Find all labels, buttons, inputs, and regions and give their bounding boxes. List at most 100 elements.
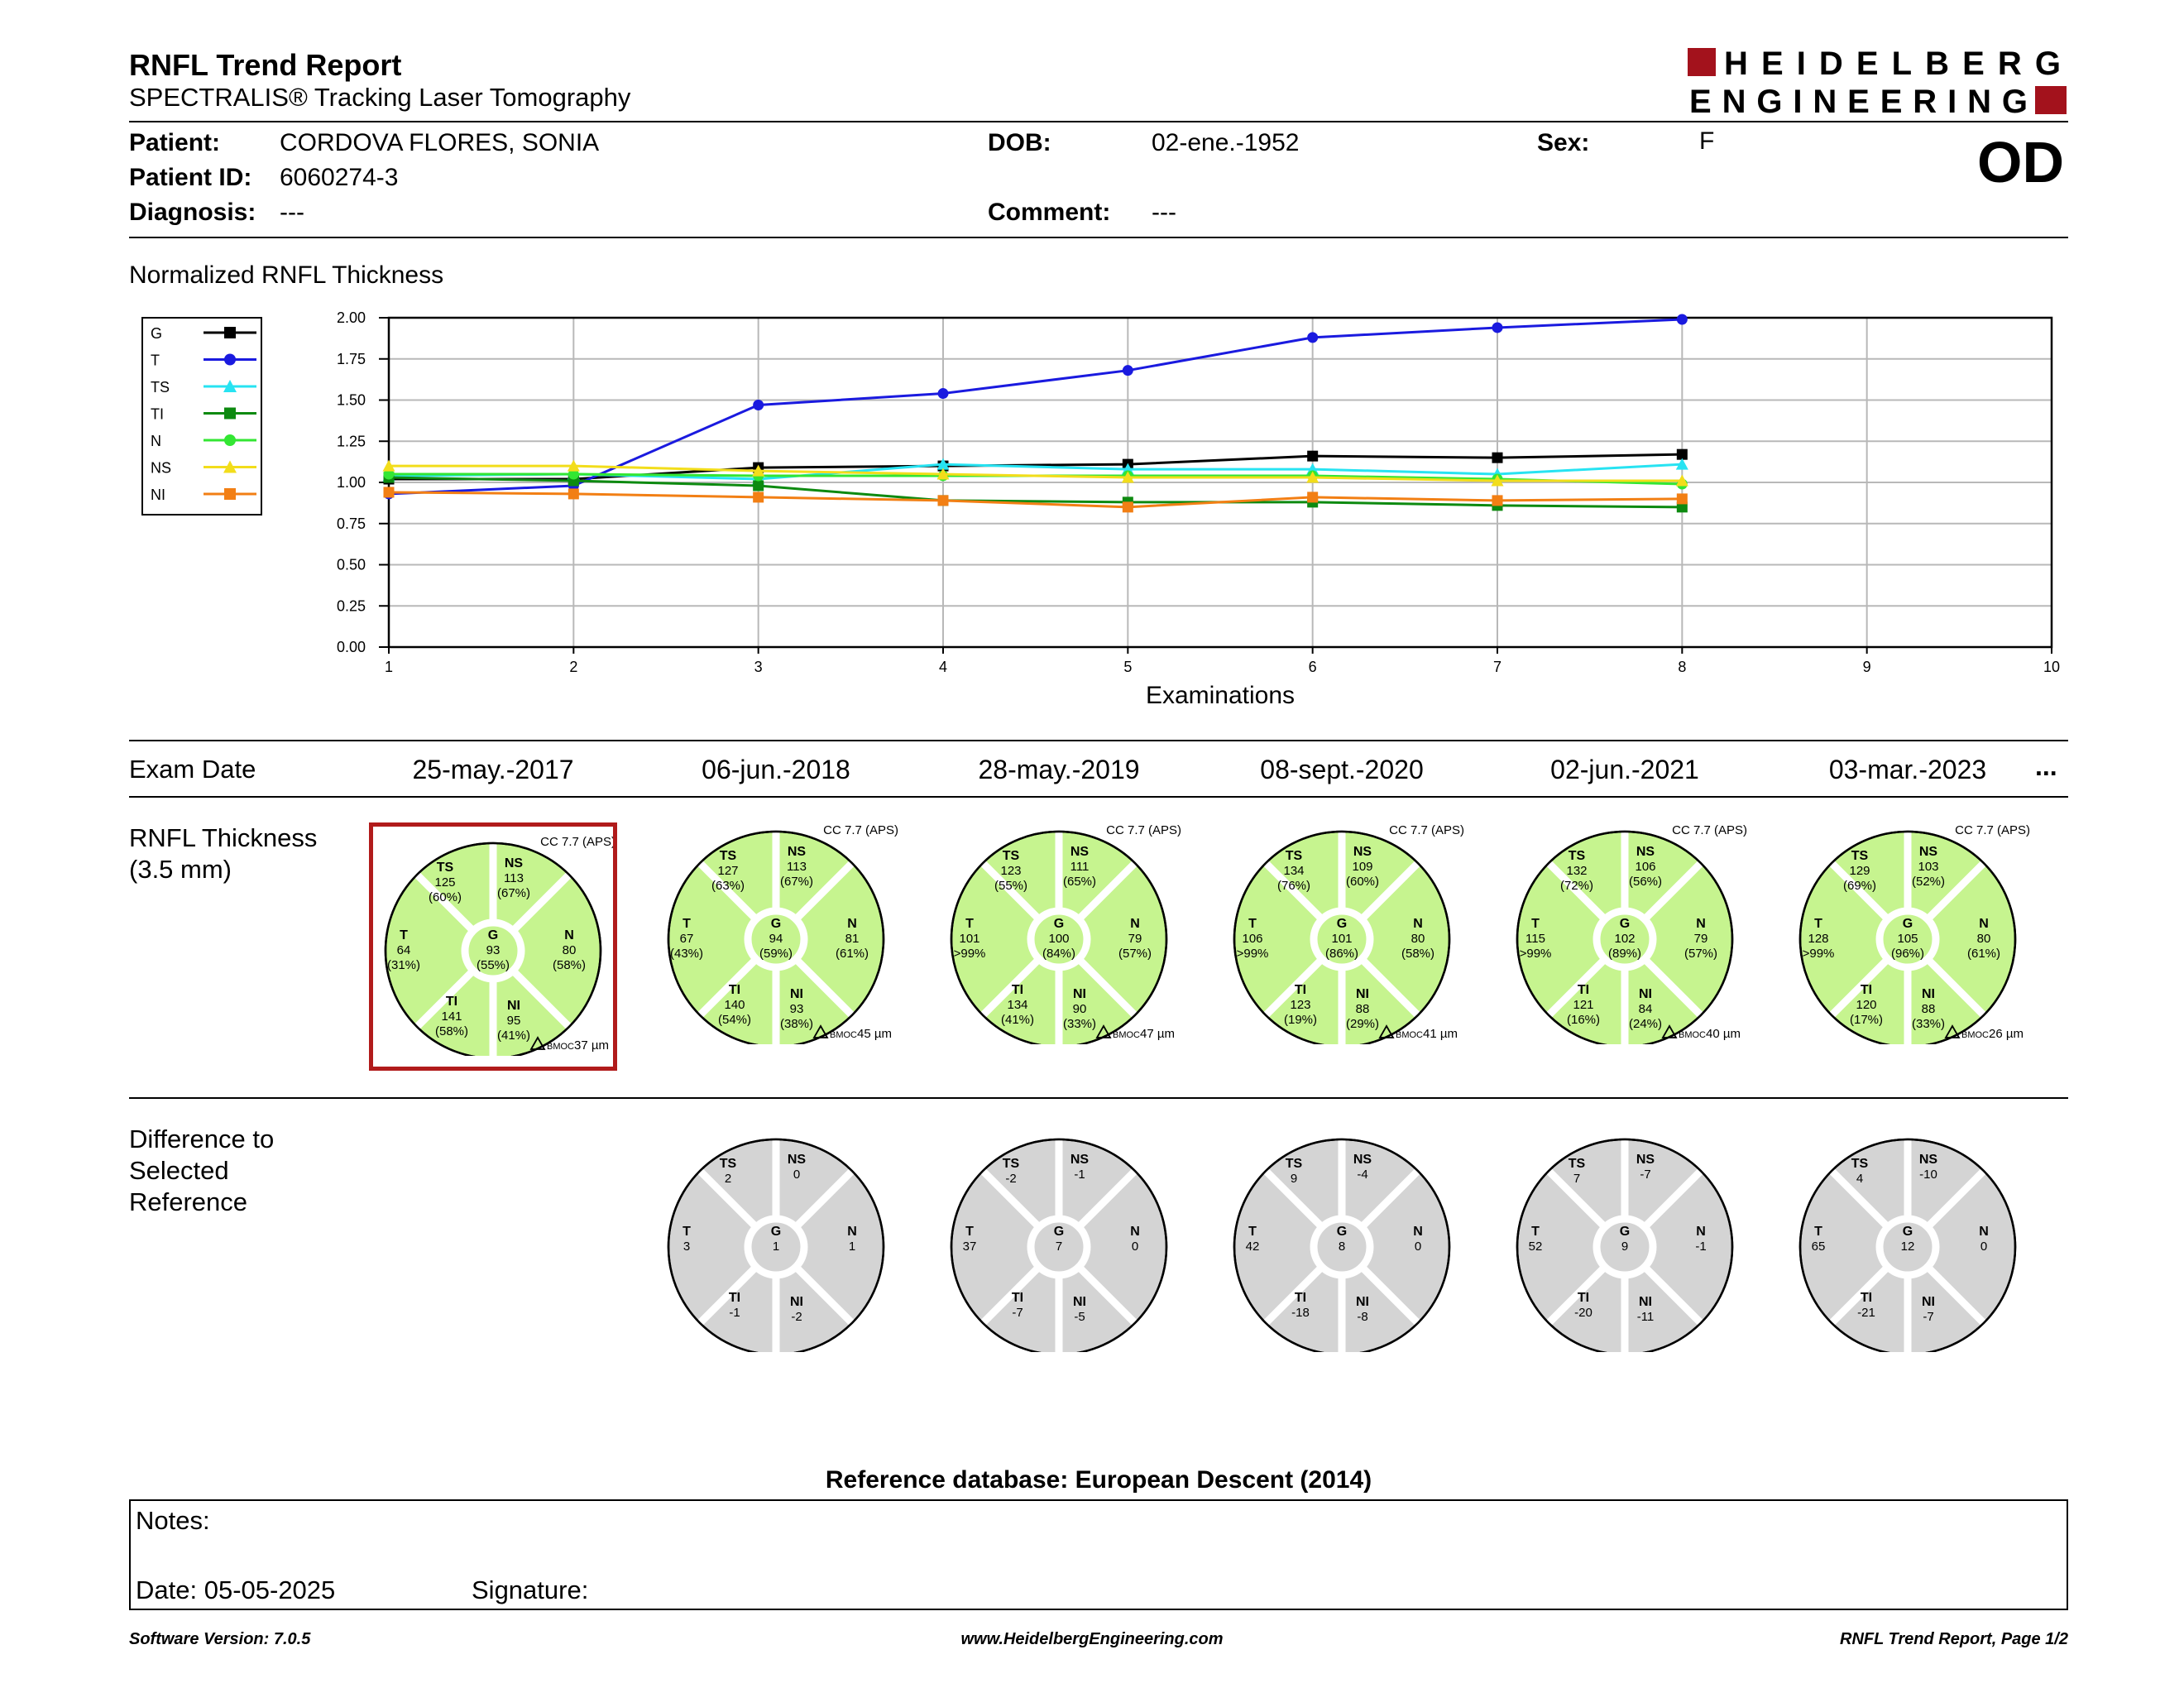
bmoc-value: 47 µm (1140, 1027, 1175, 1041)
sector-value: (58%) (435, 1024, 468, 1038)
sector-value: (19%) (1284, 1013, 1317, 1027)
sector-ni: NI-2 (790, 1295, 803, 1324)
x-tick-label: 5 (1123, 659, 1132, 675)
difference-map-exam-5[interactable]: TS 7 NS -7 T 52 G 9 N -1 TI -20 NI -11 (1501, 1129, 1749, 1356)
sector-label: G (1903, 917, 1913, 931)
notes-box[interactable] (129, 1499, 2068, 1610)
sector-ni: NI-7 (1922, 1295, 1935, 1324)
sector-value: (55%) (477, 958, 510, 972)
thickness-map-exam-3[interactable]: TS 123 (55%) NS 111 (65%) T 101 >99% G 100 (84%) N 79… (935, 821, 1183, 1048)
selected-reference-frame (369, 822, 617, 1071)
sector-label: G (1337, 917, 1347, 931)
x-tick-label: 8 (1678, 659, 1686, 675)
sector-value: 81 (845, 932, 860, 946)
sector-value: -18 (1291, 1306, 1310, 1320)
sector-ni: NI-8 (1356, 1295, 1369, 1324)
thickness-map-exam-1[interactable]: TS 125 (60%) NS 113 (67%) T 64 (31%) G 93 (55%) N 80(… (369, 832, 617, 1060)
sector-label: TS (1286, 849, 1303, 863)
sector-value: 3 (683, 1240, 690, 1254)
sector-divider (1262, 1168, 1325, 1230)
difference-label: Difference to Selected Reference (129, 1124, 377, 1218)
y-tick-label: 0.25 (337, 597, 366, 614)
more-exams-indicator[interactable]: ... (2035, 751, 2057, 781)
sector-n: N80(61%) (1967, 917, 2000, 961)
sector-ni: NI-5 (1073, 1295, 1086, 1324)
x-tick-label: 4 (939, 659, 947, 675)
sector-label: TS (1569, 1157, 1586, 1171)
reference-database: Reference database: European Descent (20… (825, 1466, 1372, 1494)
difference-map-exam-4[interactable]: TS 9 NS -4 T 42 G 8 N 0 TI -18 NI -8 (1218, 1129, 1466, 1356)
y-tick-label: 1.25 (337, 433, 366, 449)
sector-value: 113 (504, 871, 524, 885)
data-point (383, 468, 395, 480)
sector-value: 52 (1529, 1240, 1543, 1254)
sector-value: (60%) (429, 890, 462, 904)
bmoc-indicator: BMOC 47 µm (1095, 1024, 1175, 1041)
difference-map-exam-6[interactable]: TS 4 NS -10 T 65 G 12 N 0 TI -21 NI -7 (1784, 1129, 2032, 1356)
sector-value: (63%) (711, 879, 745, 893)
sector-value: (72%) (1560, 879, 1593, 893)
heidelberg-logo: HEIDELBERG ENGINEERING (1688, 46, 2067, 117)
sector-label: NS (1353, 1153, 1372, 1167)
sector-label: G (1054, 1225, 1064, 1239)
sector-value: -5 (1074, 1310, 1085, 1324)
bmoc-indicator: BMOC 41 µm (1378, 1024, 1458, 1041)
legend-label: TI (151, 406, 164, 423)
bmoc-label: BMOC (1396, 1030, 1423, 1040)
sector-divider (979, 860, 1042, 923)
sector-divider (979, 956, 1042, 1019)
difference-map-exam-3[interactable]: TS -2 NS -1 T 37 G 7 N 0 TI -7 NI -5 (935, 1129, 1183, 1356)
thickness-map-exam-2[interactable]: TS 127 (63%) NS 113 (67%) T 67 (43%) G 94 (59%) N 81(… (652, 821, 900, 1048)
thickness-map-exam-5[interactable]: TS 132 (72%) NS 106 (56%) T 115 >99% G 102 (89%) N 79… (1501, 821, 1749, 1048)
sector-divider (1641, 1264, 1704, 1326)
sector-value: 1 (849, 1240, 855, 1254)
sector-value: -2 (1005, 1172, 1016, 1186)
sector-label: TI (1861, 983, 1872, 997)
sector-value: -2 (791, 1310, 802, 1324)
data-point (1121, 471, 1134, 483)
data-point (1307, 492, 1319, 503)
data-point (1306, 471, 1320, 483)
thickness-map-exam-6[interactable]: TS 129 (69%) NS 103 (52%) T 128 >99% G 105 (96%) N 80… (1784, 821, 2032, 1048)
sector-label: NI (1639, 1295, 1652, 1309)
sector-label: TI (1578, 1291, 1589, 1305)
sector-ni: NI-11 (1637, 1295, 1655, 1324)
sector-label: TS (1851, 1157, 1869, 1171)
divider (129, 121, 2068, 122)
sector-n: N79(57%) (1118, 917, 1152, 961)
software-version: Software Version: 7.0.5 (129, 1630, 311, 1648)
data-point (1676, 314, 1688, 325)
sector-label: TI (1295, 983, 1306, 997)
sector-value: >99% (1237, 947, 1269, 961)
legend-label: TS (151, 379, 170, 396)
sector-value: 125 (434, 875, 455, 890)
data-point (383, 487, 395, 498)
website-link[interactable]: www.HeidelbergEngineering.com (960, 1630, 1224, 1648)
thickness-map-exam-4[interactable]: TS 134 (76%) NS 109 (60%) T 106 >99% G 101 (86%) N 80… (1218, 821, 1466, 1048)
x-tick-label: 1 (385, 659, 393, 675)
sector-value: (17%) (1850, 1013, 1883, 1027)
sector-ti: TI-20 (1574, 1291, 1592, 1320)
sector-n: N80(58%) (1401, 917, 1434, 961)
sector-value: 101 (959, 932, 979, 946)
sector-label: NI (790, 987, 803, 1001)
sector-value: -4 (1357, 1168, 1367, 1182)
sector-n: N-1 (1695, 1225, 1706, 1254)
sector-value: (29%) (1346, 1017, 1379, 1031)
sector-value: 42 (1246, 1240, 1260, 1254)
sector-value: 7 (1056, 1240, 1062, 1254)
sector-label: NI (507, 999, 520, 1013)
difference-map-exam-2[interactable]: TS 2 NS 0 T 3 G 1 N 1 TI -1 NI -2 (652, 1129, 900, 1356)
exam-date: 08-sept.-2020 (1260, 755, 1424, 784)
sector-center-ring (1875, 1215, 1940, 1279)
signature-label: Signature: (472, 1575, 589, 1604)
sector-value: 0 (1415, 1240, 1421, 1254)
data-point (1676, 493, 1688, 505)
delta-icon (529, 1036, 546, 1050)
